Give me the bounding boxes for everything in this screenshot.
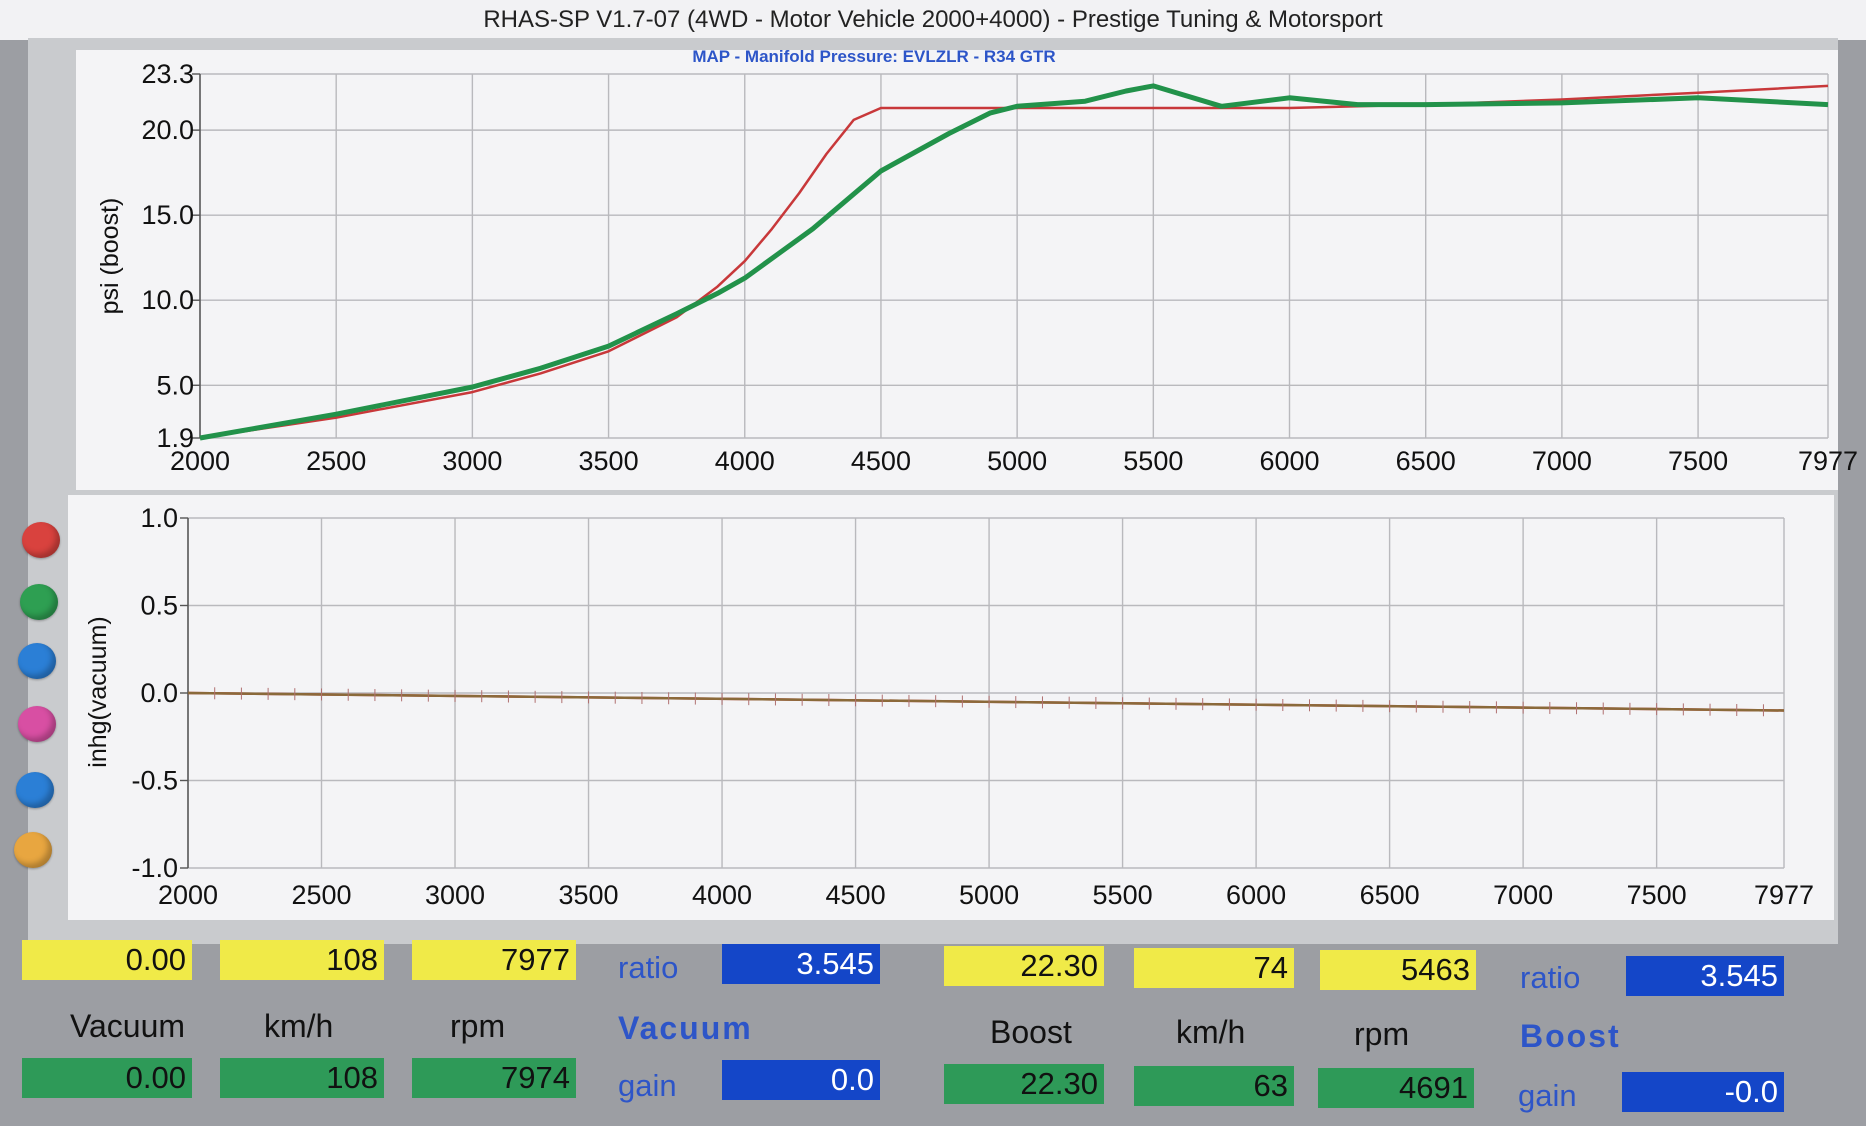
boost-y-tick-label: 20.0 <box>141 115 194 145</box>
boost-y-tick-label: 10.0 <box>141 285 194 315</box>
vacuum-gain-field[interactable]: 0.0 <box>722 1060 880 1100</box>
boost-x-tick-label: 6500 <box>1396 446 1456 476</box>
vacuum-ratio-label: ratio <box>618 950 679 985</box>
boost-x-tick-label: 5000 <box>987 446 1047 476</box>
boost-gain-label: gain <box>1518 1078 1577 1113</box>
boost-gain-field[interactable]: -0.0 <box>1622 1072 1784 1112</box>
vacuum-x-tick-label: 5000 <box>959 880 1019 910</box>
boost-value-field-2: 22.30 <box>944 1064 1104 1104</box>
boost-chart-title: MAP - Manifold Pressure: EVLZLR - R34 GT… <box>692 47 1055 66</box>
boost-y-tick-label: 1.9 <box>156 423 194 453</box>
vacuum-label: Vacuum <box>70 1008 186 1044</box>
vacuum-value-field-2: 0.00 <box>22 1058 192 1098</box>
vacuum-rpm-label: rpm <box>450 1008 506 1044</box>
vacuum-rpm-field: 7977 <box>412 940 576 980</box>
vacuum-x-tick-label: 2500 <box>291 880 351 910</box>
boost-rpm-field-2: 4691 <box>1318 1068 1474 1108</box>
boost-x-tick-label: 7500 <box>1668 446 1728 476</box>
boost-y-tick-label: 23.3 <box>141 59 194 89</box>
vacuum-x-tick-label: 2000 <box>158 880 218 910</box>
boost-series-line-2 <box>199 83 1829 441</box>
boost-x-tick-label: 7977 <box>1798 446 1858 476</box>
vacuum-x-tick-label: 3500 <box>558 880 618 910</box>
boost-x-tick-label: 4000 <box>715 446 775 476</box>
vacuum-x-tick-label: 6000 <box>1226 880 1286 910</box>
channel-dot-blue-2-icon[interactable] <box>16 772 54 808</box>
vacuum-x-tick-label: 7977 <box>1754 880 1814 910</box>
boost-ratio-label: ratio <box>1520 960 1581 995</box>
boost-x-tick-label: 3000 <box>442 446 502 476</box>
vacuum-rpm-field-2: 7974 <box>412 1058 576 1098</box>
vacuum-x-tick-label: 5500 <box>1093 880 1153 910</box>
boost-x-tick-label: 3500 <box>579 446 639 476</box>
window-title: RHAS-SP V1.7-07 (4WD - Motor Vehicle 200… <box>483 6 1383 33</box>
vacuum-x-tick-label: 7500 <box>1627 880 1687 910</box>
channel-dot-orange-icon[interactable] <box>14 832 52 868</box>
vacuum-x-tick-label: 4000 <box>692 880 752 910</box>
boost-x-tick-label: 4500 <box>851 446 911 476</box>
boost-kmh-field: 74 <box>1134 948 1294 988</box>
vacuum-value-field: 0.00 <box>22 940 192 980</box>
boost-y-tick-label: 15.0 <box>141 200 194 230</box>
boost-value-field: 22.30 <box>944 946 1104 986</box>
boost-rpm-label: rpm <box>1354 1016 1410 1052</box>
vacuum-x-tick-label: 7000 <box>1493 880 1553 910</box>
vacuum-kmh-label: km/h <box>264 1008 334 1044</box>
vacuum-series-line-2 <box>187 691 1785 712</box>
vacuum-y-tick-label: -0.5 <box>131 766 178 796</box>
boost-y-axis-label: psi (boost) <box>96 198 124 315</box>
vacuum-x-tick-label: 4500 <box>826 880 886 910</box>
channel-dot-red-icon[interactable] <box>22 522 60 558</box>
channel-dot-magenta-icon[interactable] <box>18 706 56 742</box>
vacuum-kmh-field: 108 <box>220 940 384 980</box>
vacuum-x-tick-label: 3000 <box>425 880 485 910</box>
boost-ratio-field[interactable]: 3.545 <box>1626 956 1784 996</box>
boost-label: Boost <box>990 1014 1072 1050</box>
boost-x-tick-label: 7000 <box>1532 446 1592 476</box>
vacuum-x-tick-label: 6500 <box>1360 880 1420 910</box>
vacuum-y-tick-label: 0.5 <box>140 591 178 621</box>
boost-x-tick-label: 2500 <box>306 446 366 476</box>
channel-dot-green-icon[interactable] <box>20 584 58 620</box>
boost-chart-panel <box>76 50 1838 490</box>
vacuum-gain-label: gain <box>618 1068 677 1103</box>
boost-kmh-label: km/h <box>1176 1014 1246 1050</box>
vacuum-section-label: Vacuum <box>618 1010 753 1046</box>
boost-y-tick-label: 5.0 <box>156 370 194 400</box>
boost-x-tick-label: 6000 <box>1259 446 1319 476</box>
channel-dot-blue-icon[interactable] <box>18 643 56 679</box>
vacuum-y-tick-label: 0.0 <box>140 678 178 708</box>
boost-x-tick-label: 5500 <box>1123 446 1183 476</box>
boost-rpm-field: 5463 <box>1320 950 1476 990</box>
vacuum-y-tick-label: 1.0 <box>140 503 178 533</box>
vacuum-y-axis-label: inhg(vacuum) <box>84 616 112 767</box>
boost-x-tick-label: 2000 <box>170 446 230 476</box>
vacuum-kmh-field-2: 108 <box>220 1058 384 1098</box>
vacuum-ratio-field[interactable]: 3.545 <box>722 944 880 984</box>
boost-kmh-field-2: 63 <box>1134 1066 1294 1106</box>
title-bar: RHAS-SP V1.7-07 (4WD - Motor Vehicle 200… <box>0 0 1866 40</box>
charts-canvas: 2000 2500 3000 3500 4000 4500 5000 5500 6000 6500… <box>68 47 1858 920</box>
boost-section-label: Boost <box>1520 1018 1621 1054</box>
vacuum-y-tick-label: -1.0 <box>131 853 178 883</box>
